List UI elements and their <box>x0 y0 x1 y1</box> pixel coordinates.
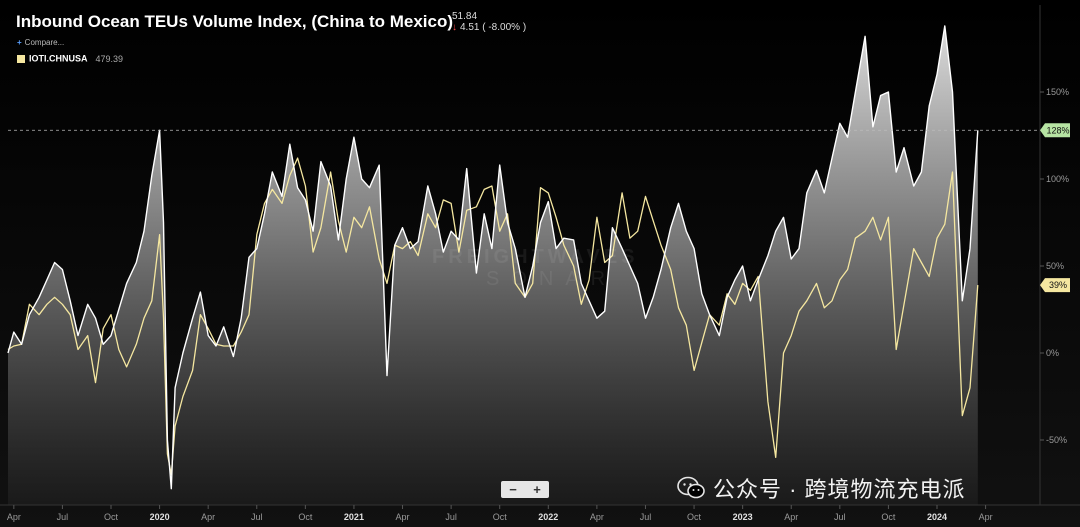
end-badge-shape <box>1040 123 1070 138</box>
x-tick-label: Jul <box>834 512 846 522</box>
y-tick-label: 100% <box>1046 174 1069 184</box>
x-tick-label: Oct <box>687 512 702 522</box>
y-tick-label: 150% <box>1046 87 1069 97</box>
change-indicator: ↓ 4.51 ( -8.00% ) <box>452 22 526 33</box>
compare-button[interactable]: + Compare... <box>17 38 64 47</box>
badge-layer: 128% 39% <box>1040 123 1070 293</box>
end-badge-shape <box>1040 278 1070 293</box>
compare-label: Compare... <box>24 38 65 47</box>
x-tick-label: Oct <box>493 512 508 522</box>
plus-icon: + <box>17 38 22 47</box>
x-tick-label: Apr <box>396 512 410 522</box>
end-badge-label: 128% <box>1046 125 1069 135</box>
x-tick-label: Apr <box>201 512 215 522</box>
y-tick-label: -50% <box>1046 435 1067 445</box>
x-tick-label: 2021 <box>344 512 364 522</box>
white-series-area <box>8 25 978 506</box>
x-tick-label: Jul <box>445 512 457 522</box>
brand-watermark-sub: SONAR <box>486 268 618 290</box>
x-tick-label: 2022 <box>538 512 558 522</box>
x-tick-label: Oct <box>298 512 313 522</box>
watermark-text: 公众号 · 跨境物流充电派 <box>713 477 966 502</box>
change-value: 4.51 ( -8.00% ) <box>460 22 527 33</box>
brand-watermark: FREIGHTWAVES <box>432 246 639 268</box>
x-tick-label: Apr <box>7 512 21 522</box>
x-tick-label: Jul <box>251 512 263 522</box>
legend: IOTI.CHNUSA 479.39 <box>17 53 123 64</box>
x-tick-label: 2020 <box>150 512 170 522</box>
x-tick-label: Apr <box>590 512 604 522</box>
zoom-out-button[interactable]: − <box>509 482 517 497</box>
y-tick-label: 50% <box>1046 261 1064 271</box>
yellow-end-badge: 39% <box>1040 278 1070 293</box>
wechat-icon <box>677 476 705 500</box>
x-tick-label: Jul <box>57 512 69 522</box>
x-tick-label: Apr <box>784 512 798 522</box>
current-value: 51.84 <box>452 11 478 22</box>
x-tick-label: Apr <box>979 512 993 522</box>
y-tick-label: 0% <box>1046 348 1059 358</box>
chart-title: Inbound Ocean TEUs Volume Index, (China … <box>16 12 454 31</box>
x-tick-label: Oct <box>881 512 896 522</box>
legend-symbol: IOTI.CHNUSA <box>29 53 88 64</box>
white-series-line <box>7 25 979 490</box>
x-tick-label: 2023 <box>733 512 753 522</box>
axis-layer: -50% 0% 50% 100% 150% Apr Jul Oct 2020 Apr Jul Oct 2… <box>0 5 1080 522</box>
wechat-watermark: 公众号 · 跨境物流充电派 <box>677 472 966 504</box>
series-area-layer <box>8 25 978 506</box>
zoom-in-button[interactable]: + <box>533 482 541 497</box>
zoom-control: − + <box>501 481 549 498</box>
end-badge-label: 39% <box>1049 280 1067 290</box>
x-tick-label: Jul <box>640 512 652 522</box>
legend-swatch <box>17 54 25 63</box>
series-line-layer <box>7 25 979 490</box>
legend-value: 479.39 <box>95 53 124 64</box>
x-tick-label: 2024 <box>927 512 947 522</box>
white-end-badge: 128% <box>1040 123 1070 138</box>
down-arrow-icon: ↓ <box>452 22 457 33</box>
x-tick-label: Oct <box>104 512 119 522</box>
yellow-series-line <box>7 157 979 476</box>
